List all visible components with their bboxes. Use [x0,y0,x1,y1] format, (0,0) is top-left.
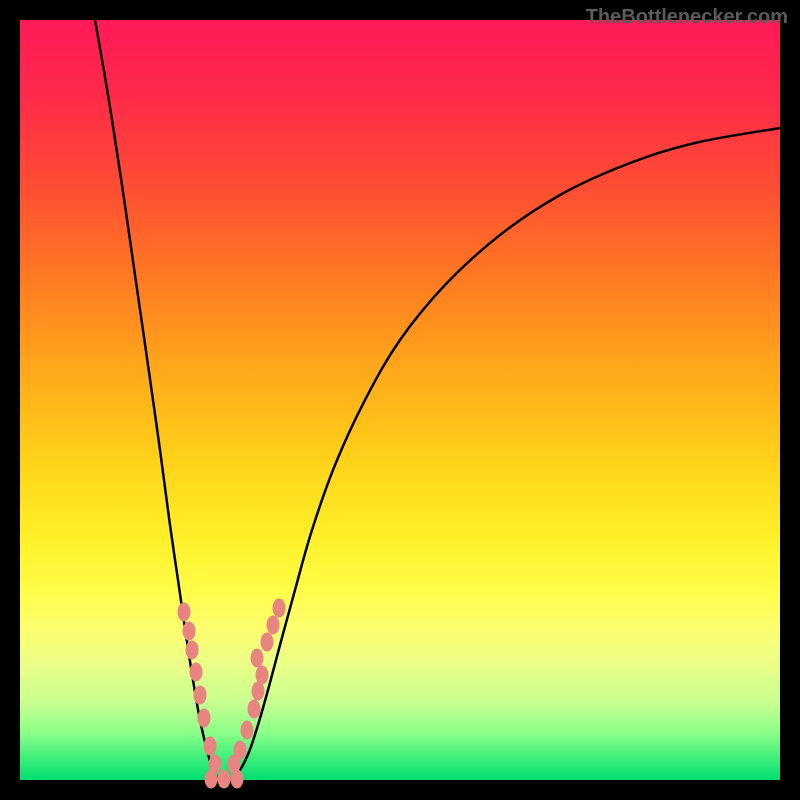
data-marker [261,633,273,651]
data-marker [267,616,279,634]
data-marker [273,599,285,617]
data-marker [205,770,217,788]
data-marker [178,603,190,621]
data-marker [198,709,210,727]
data-marker [234,741,246,759]
data-marker [194,686,206,704]
data-marker [252,682,264,700]
chart-background [20,20,780,780]
data-marker [204,737,216,755]
data-marker [190,663,202,681]
data-marker [183,622,195,640]
chart-svg [0,0,800,800]
bottleneck-chart: TheBottlenecker.com [0,0,800,800]
data-marker [218,770,230,788]
watermark-text: TheBottlenecker.com [586,6,788,29]
data-marker [248,700,260,718]
data-marker [186,641,198,659]
data-marker [256,666,268,684]
data-marker [241,721,253,739]
data-marker [251,649,263,667]
